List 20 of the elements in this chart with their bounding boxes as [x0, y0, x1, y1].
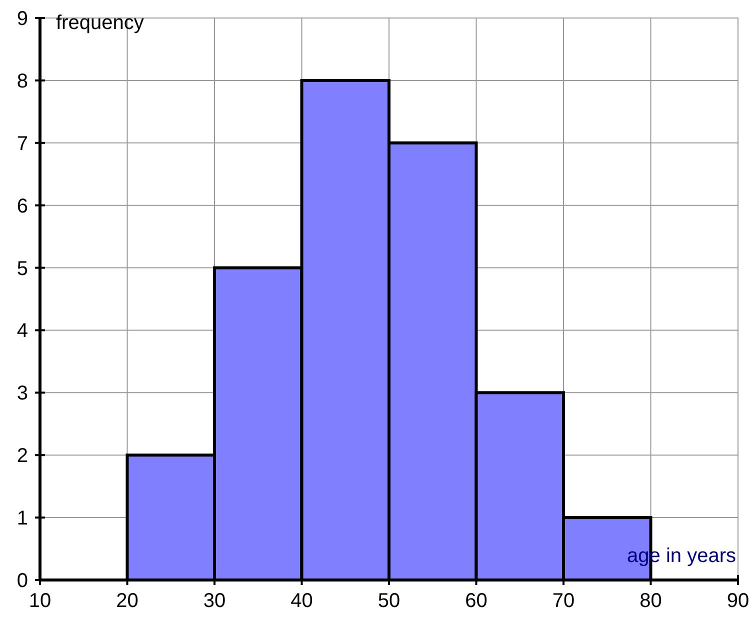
x-tick-label: 40	[290, 590, 313, 612]
y-tick-label: 7	[16, 132, 28, 155]
y-tick-label: 9	[16, 8, 28, 30]
x-tick-label: 90	[726, 590, 750, 612]
y-tick-label: 5	[16, 258, 28, 280]
y-axis-title: frequency	[56, 12, 144, 34]
x-tick-label: 50	[378, 590, 400, 612]
y-tick-label: 0	[16, 570, 28, 592]
x-tick-label: 70	[552, 590, 575, 612]
y-tick-label: 2	[16, 445, 28, 468]
y-tick-label: 3	[16, 382, 28, 405]
x-tick-label: 80	[640, 590, 662, 612]
y-tick-label: 6	[16, 195, 28, 218]
x-tick-label: 30	[203, 590, 226, 612]
x-tick-label: 60	[465, 590, 488, 612]
x-tick-label: 10	[28, 590, 52, 612]
y-tick-label: 1	[16, 508, 28, 530]
x-tick-label: 20	[116, 590, 138, 612]
y-tick-label: 4	[16, 320, 28, 342]
y-tick-label: 8	[16, 70, 28, 92]
